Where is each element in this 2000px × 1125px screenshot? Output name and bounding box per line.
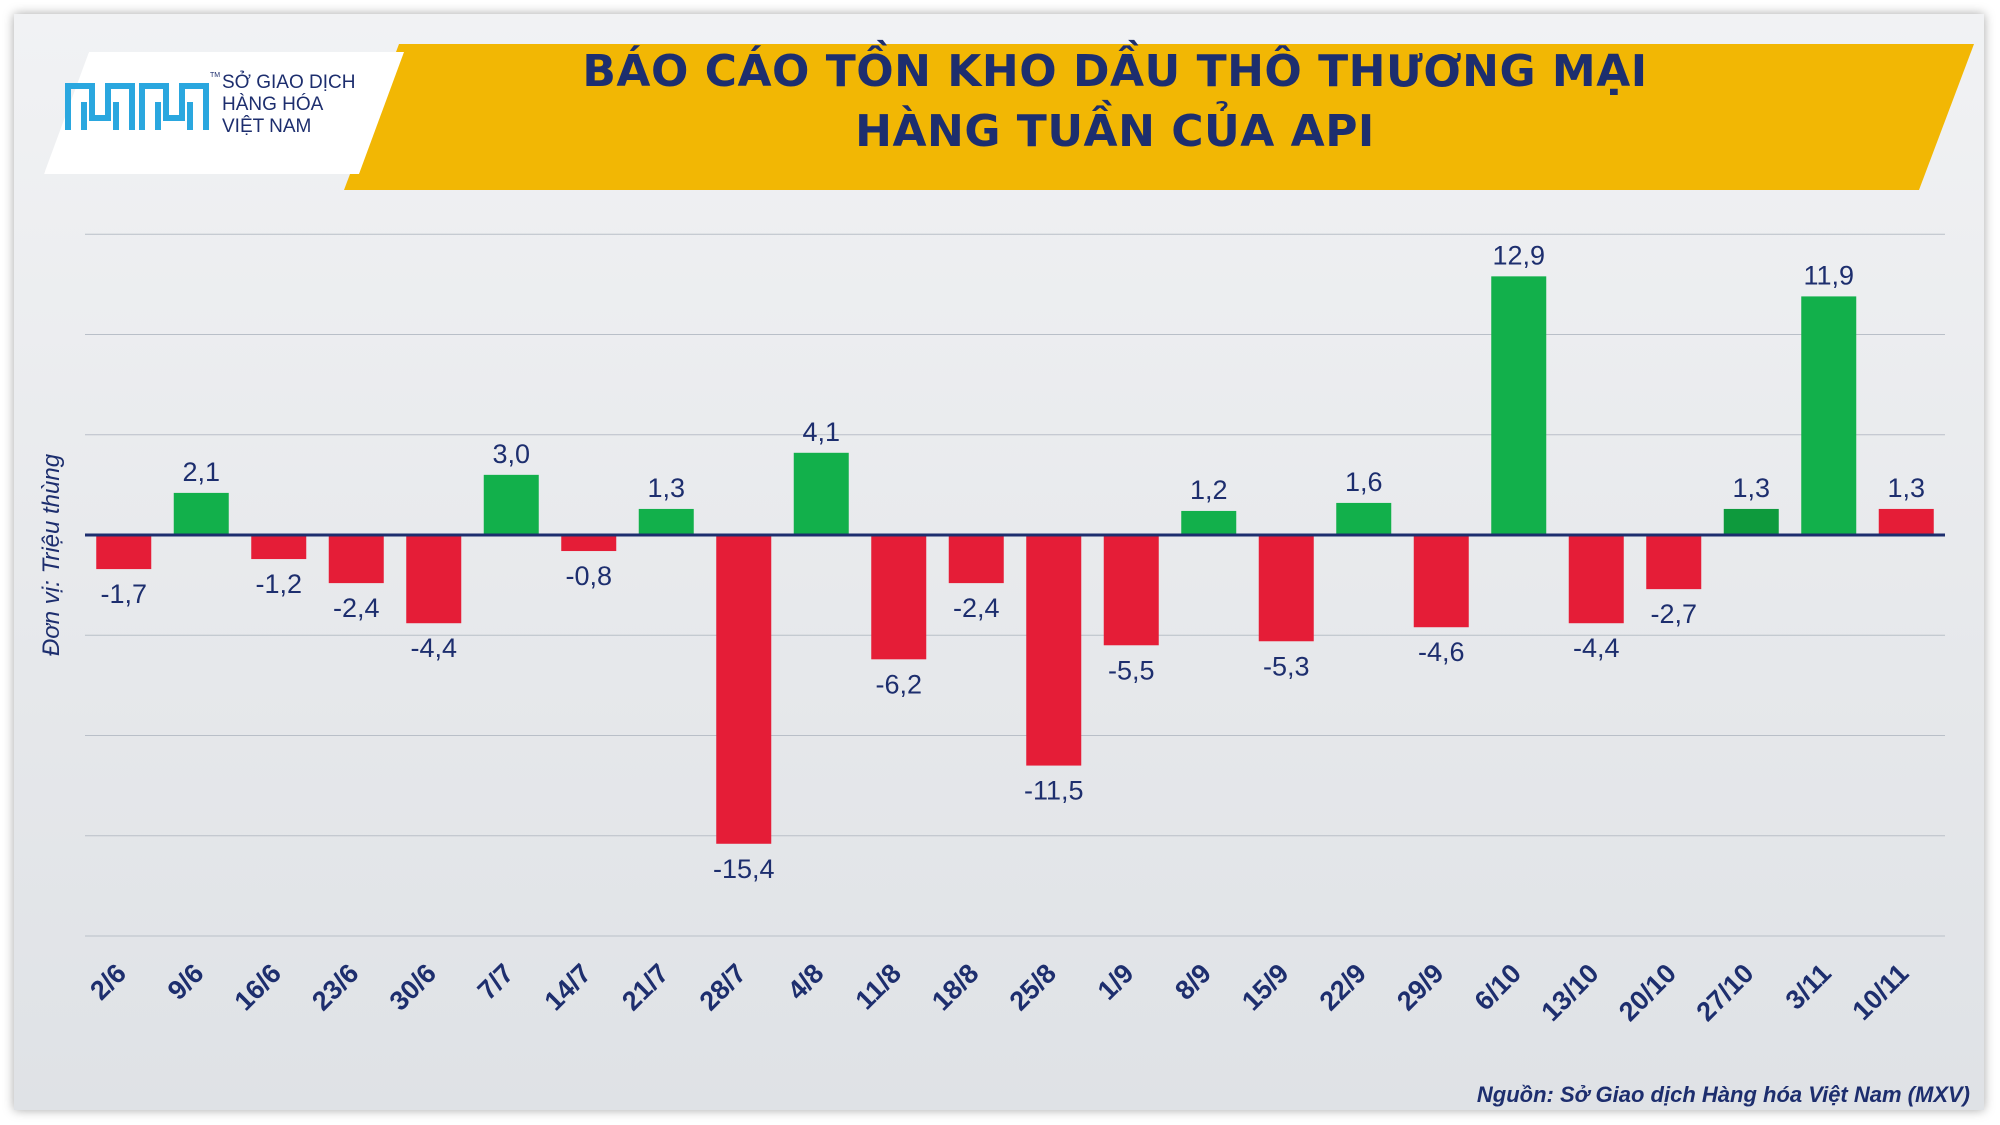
x-tick-label: 27/10 [1690,958,1759,1027]
logo-card [44,52,404,174]
bar-1-9 [1103,535,1159,646]
logo-text-line-3: VIỆT NAM [222,116,312,137]
data-label: -5,3 [1263,651,1310,681]
x-tick-label: 22/9 [1314,958,1372,1016]
title-banner [344,44,1974,190]
x-tick-label: 18/8 [926,958,984,1016]
x-tick-label: 1/9 [1092,958,1140,1006]
data-label: -2,4 [333,593,380,623]
bar-10-11 [1878,508,1934,535]
bar-13-10 [1568,535,1624,624]
x-tick-label: 20/10 [1613,958,1682,1027]
bar-23-6 [328,535,384,584]
data-label: -4,4 [1573,633,1620,663]
data-label: -15,4 [713,854,775,884]
bar-22-9 [1336,502,1392,535]
data-label: -1,7 [100,579,147,609]
data-label: -0,8 [565,561,612,591]
bar-3-11 [1801,296,1857,535]
source-note: Nguồn: Sở Giao dịch Hàng hóa Việt Nam (M… [1476,1082,1970,1107]
x-tick-label: 4/8 [782,958,830,1006]
bar-9-6 [173,492,229,535]
data-label: 1,3 [647,473,685,503]
data-label: -2,7 [1650,599,1697,629]
x-tick-label: 9/6 [162,958,210,1006]
chart-title-line-1: BÁO CÁO TỒN KHO DẦU THÔ THƯƠNG MẠI [582,46,1648,97]
x-tick-label: 8/9 [1169,958,1217,1006]
bar-30-6 [406,535,462,624]
data-label: 12,9 [1492,240,1545,270]
data-label: -6,2 [875,669,922,699]
x-tick-label: 13/10 [1535,958,1604,1027]
bar-14-7 [561,535,617,552]
bar-6-10 [1491,276,1547,535]
data-label: 4,1 [802,417,840,447]
x-tick-label: 21/7 [616,958,674,1016]
data-label: 3,0 [492,439,530,469]
bar-25-8 [1026,535,1082,766]
x-tick-label: 14/7 [539,958,597,1016]
bar-15-9 [1258,535,1314,642]
x-tick-label: 16/6 [229,958,287,1016]
bar-7-7 [483,474,539,535]
data-label: 2,1 [182,457,220,487]
bar-2-6 [96,535,152,570]
x-tick-label: 10/11 [1847,958,1915,1026]
data-label: -4,6 [1418,637,1465,667]
x-tick-label: 28/7 [694,958,752,1016]
x-tick-label: 2/6 [84,958,132,1006]
data-label: 1,3 [1887,473,1925,503]
data-label: 1,3 [1732,473,1770,503]
chart-title-line-2: HÀNG TUẦN CỦA API [855,106,1375,157]
data-label: -5,5 [1108,655,1155,685]
logo-trademark: TM [210,72,221,79]
x-tick-label: 3/11 [1780,958,1837,1015]
bar-18-8 [948,535,1004,584]
data-label: -4,4 [410,633,457,663]
logo-text-line-2: HÀNG HÓA [222,94,324,115]
bar-16-6 [251,535,307,560]
data-label: 1,2 [1190,475,1228,505]
bar-11-8 [871,535,927,660]
x-tick-label: 25/8 [1004,958,1062,1016]
x-tick-label: 15/9 [1236,958,1294,1016]
x-tick-label: 6/10 [1469,958,1527,1016]
data-label: -11,5 [1024,776,1084,806]
data-label: -1,2 [255,569,302,599]
bar-29-9 [1413,535,1469,628]
data-label: -2,4 [953,593,1000,623]
x-tick-label: 11/8 [850,958,907,1015]
x-tick-label: 7/7 [472,958,520,1006]
mxv-logo-icon [65,83,209,130]
bar-28-7 [716,535,772,844]
bar-20-10 [1646,535,1702,590]
x-tick-label: 23/6 [306,958,364,1016]
data-label: 11,9 [1803,260,1854,290]
x-tick-label: 29/9 [1391,958,1449,1016]
bar-27-10 [1723,508,1779,535]
y-axis-unit-label: Đơn vị: Triệu thùng [38,453,65,657]
bar-4-8 [793,452,849,535]
logo-text-line-1: SỞ GIAO DỊCH [222,72,356,93]
data-label: 1,6 [1345,467,1383,497]
bar-21-7 [638,508,694,535]
x-tick-label: 30/6 [384,958,442,1016]
bar-8-9 [1181,510,1237,535]
